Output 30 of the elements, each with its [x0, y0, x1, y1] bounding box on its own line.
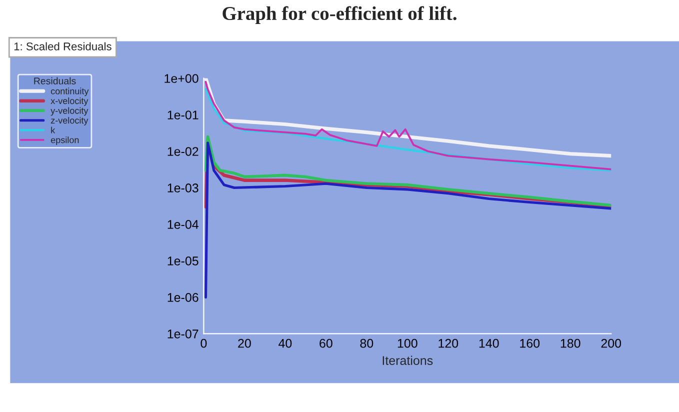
x-tick-label: 160 — [520, 338, 540, 348]
y-tick-label: 1e-06 — [168, 293, 198, 302]
x-tick-label: 0 — [200, 338, 207, 348]
legend-label: epsilon — [50, 136, 79, 145]
x-tick-label: 200 — [601, 338, 622, 348]
x-axis-title: Iterations — [382, 356, 433, 365]
legend-label: continuity — [50, 88, 89, 96]
x-tick-label: 140 — [479, 338, 499, 348]
legend-label: k — [51, 126, 56, 134]
y-tick-label: 1e-02 — [168, 147, 198, 156]
x-tick-label: 180 — [560, 338, 580, 348]
text: 1: Scaled Residuals — [14, 42, 112, 50]
legend-title: Residuals — [34, 77, 76, 84]
legend-label: x-velocity — [50, 97, 88, 106]
legend-label: z-velocity — [50, 116, 88, 126]
y-tick-label: 1e-01 — [168, 110, 198, 120]
x-tick-label: 40 — [278, 338, 292, 348]
x-tick-label: 120 — [438, 338, 458, 348]
x-tick-label: 20 — [238, 338, 251, 348]
line-series — [204, 142, 612, 299]
x-tick-label: 100 — [398, 338, 418, 348]
legend-label: y-velocity — [50, 107, 88, 116]
x-tick-label: 60 — [320, 338, 332, 348]
chart-title: Graph for co-efficient of lift. — [222, 6, 456, 24]
x-tick-label: 80 — [360, 338, 374, 348]
y-tick-label: 1e-05 — [168, 256, 198, 266]
y-tick-label: 1e+00 — [164, 74, 198, 83]
y-tick-label: 1e-07 — [168, 330, 198, 338]
y-tick-label: 1e-03 — [168, 184, 198, 192]
y-tick-label: 1e-04 — [168, 220, 198, 229]
